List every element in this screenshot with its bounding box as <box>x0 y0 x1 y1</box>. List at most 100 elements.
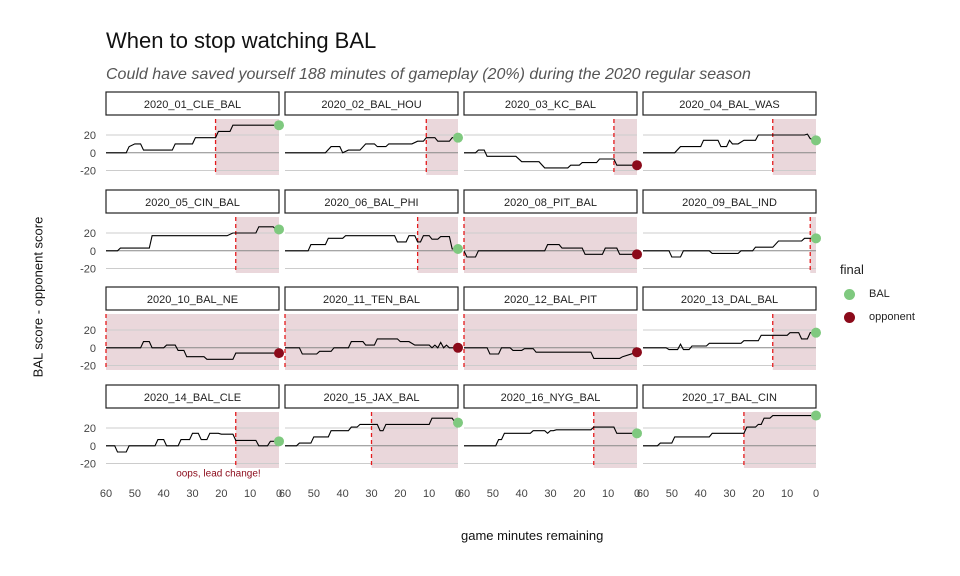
score-line <box>285 235 458 252</box>
strip-label: 2020_17_BAL_CIN <box>682 392 777 404</box>
final-score-dot <box>453 342 463 353</box>
y-tick-label: 20 <box>84 130 96 142</box>
score-line <box>643 237 816 258</box>
x-tick-label: 30 <box>186 488 198 500</box>
skip-region <box>235 217 279 273</box>
panel-2020_17_BAL_CIN: 2020_17_BAL_CIN 60 50 40 30 20 10 0 <box>637 384 821 500</box>
strip-box <box>284 91 459 116</box>
y-tick-label: -20 <box>80 264 96 276</box>
final-score-dot <box>274 436 284 447</box>
strip-box <box>284 286 459 311</box>
panel-2020_04_BAL_WAS: 2020_04_BAL_WAS <box>642 91 821 175</box>
x-tick-label: 40 <box>516 488 528 500</box>
legend-item-bal: BAL <box>844 288 890 300</box>
score-line <box>464 149 637 169</box>
x-tick-label: 30 <box>365 488 377 500</box>
x-tick-label: 50 <box>129 488 141 500</box>
x-tick-label: 20 <box>573 488 585 500</box>
final-score-dot <box>274 224 284 235</box>
strip-label: 2020_01_CLE_BAL <box>144 99 241 111</box>
strip-box <box>463 189 638 214</box>
score-line <box>643 415 816 447</box>
x-tick-label: 10 <box>244 488 256 500</box>
score-line <box>285 338 458 355</box>
y-tick-label: 20 <box>84 423 96 435</box>
annotation-text: oops, lead change! <box>176 468 261 479</box>
strip-box <box>284 189 459 214</box>
panel-2020_11_TEN_BAL: 2020_11_TEN_BAL <box>284 286 463 370</box>
skip-region <box>106 314 279 370</box>
score-line <box>464 347 638 359</box>
skip-region <box>464 314 637 370</box>
strip-label: 2020_02_BAL_HOU <box>321 99 421 111</box>
strip-label: 2020_10_BAL_NE <box>147 294 238 306</box>
y-tick-label: 0 <box>90 441 96 453</box>
x-tick-label: 60 <box>458 488 470 500</box>
final-score-dot <box>274 348 284 359</box>
score-line <box>106 341 279 360</box>
panel-2020_09_BAL_IND: 2020_09_BAL_IND <box>642 189 821 273</box>
strip-box <box>642 189 817 214</box>
panel-2020_08_PIT_BAL: 2020_08_PIT_BAL <box>463 189 642 273</box>
skip-region <box>613 119 637 175</box>
y-tick-label: -20 <box>80 361 96 373</box>
strip-label: 2020_04_BAL_WAS <box>679 99 780 111</box>
x-tick-label: 20 <box>394 488 406 500</box>
x-tick-label: 30 <box>723 488 735 500</box>
strip-label: 2020_03_KC_BAL <box>505 99 596 111</box>
panel-2020_05_CIN_BAL: 2020_05_CIN_BAL 20 0 -20 <box>80 189 284 276</box>
x-axis-label: game minutes remaining <box>461 528 604 543</box>
skip-region <box>426 119 458 175</box>
y-tick-label: -20 <box>80 166 96 178</box>
score-line <box>106 124 279 154</box>
legend-dot-opponent <box>844 311 855 323</box>
x-tick-label: 10 <box>423 488 435 500</box>
skip-region <box>810 217 816 273</box>
panel-2020_02_BAL_HOU: 2020_02_BAL_HOU <box>284 91 463 175</box>
score-line <box>106 226 279 252</box>
x-tick-label: 20 <box>752 488 764 500</box>
x-tick-label: 60 <box>279 488 291 500</box>
final-score-dot <box>453 417 463 428</box>
strip-box <box>105 189 280 214</box>
x-tick-label: 40 <box>337 488 349 500</box>
final-score-dot <box>811 410 821 421</box>
y-tick-label: -20 <box>80 459 96 471</box>
y-tick-label: 0 <box>90 246 96 258</box>
x-tick-label: 40 <box>158 488 170 500</box>
strip-box <box>463 286 638 311</box>
panel-2020_10_BAL_NE: 2020_10_BAL_NE 20 0 -20 <box>80 286 284 373</box>
final-score-dot <box>811 135 821 146</box>
strip-box <box>105 91 280 116</box>
final-score-dot <box>811 327 821 338</box>
strip-box <box>642 384 817 409</box>
final-score-dot <box>811 233 821 244</box>
strip-box <box>105 286 280 311</box>
legend-label-bal: BAL <box>869 288 890 300</box>
x-tick-label: 10 <box>781 488 793 500</box>
skip-region <box>215 119 279 175</box>
strip-label: 2020_12_BAL_PIT <box>504 294 597 306</box>
y-tick-label: 0 <box>90 343 96 355</box>
panel-2020_06_BAL_PHI: 2020_06_BAL_PHI <box>284 189 463 273</box>
strip-box <box>642 91 817 116</box>
panel-2020_12_BAL_PIT: 2020_12_BAL_PIT <box>463 286 642 370</box>
final-score-dot <box>453 132 463 143</box>
score-line <box>463 244 637 258</box>
x-tick-label: 50 <box>666 488 678 500</box>
strip-box <box>463 91 638 116</box>
score-line <box>106 432 279 453</box>
x-tick-label: 40 <box>695 488 707 500</box>
final-score-dot <box>274 120 284 131</box>
x-tick-label: 50 <box>308 488 320 500</box>
x-tick-label: 60 <box>100 488 112 500</box>
x-tick-label: 20 <box>215 488 227 500</box>
x-tick-label: 60 <box>637 488 649 500</box>
strip-box <box>284 384 459 409</box>
legend-title: final <box>840 262 864 277</box>
final-score-dot <box>632 160 642 171</box>
strip-label: 2020_05_CIN_BAL <box>145 197 240 209</box>
score-line <box>285 137 458 154</box>
legend-label-opponent: opponent <box>869 311 915 323</box>
panel-2020_01_CLE_BAL: 2020_01_CLE_BAL 20 0 -20 <box>80 91 284 178</box>
